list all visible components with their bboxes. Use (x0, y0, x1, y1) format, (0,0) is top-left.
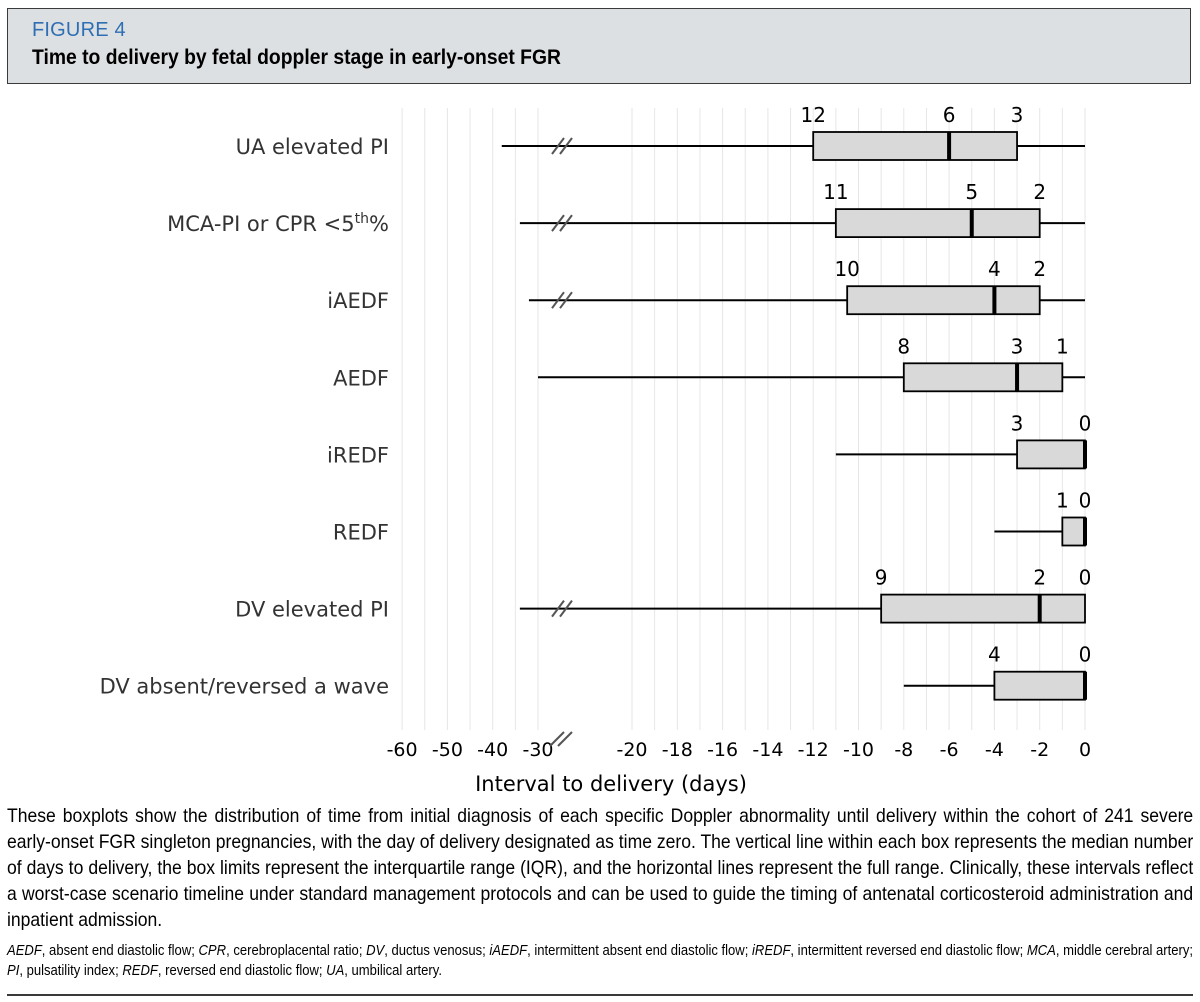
abbrev-definition: , absent end diastolic flow; (41, 943, 199, 959)
abbrev-term: CPR (198, 943, 227, 959)
bottom-rule (7, 994, 1193, 996)
abbrev-definition: , umbilical artery. (344, 963, 442, 979)
figure-caption: These boxplots show the distribution of … (7, 805, 1194, 931)
abbrev-definition: , ductus venosus; (384, 943, 490, 959)
x-tick-label: -50 (432, 739, 463, 761)
iqr-box (812, 131, 1018, 161)
category-label: AEDF (333, 366, 389, 390)
abbrev-term: AEDF (7, 943, 42, 959)
value-label: 8 (897, 334, 910, 358)
abbrev-term: DV (366, 943, 385, 959)
boxplot-row: REDF 1 0 (333, 489, 1092, 547)
value-label: 4 (988, 257, 1001, 281)
x-tick-label: -10 (843, 739, 874, 761)
break-mark (551, 291, 565, 309)
x-tick-label: -12 (798, 739, 829, 761)
boxplot-row: DV absent/reversed a wave 4 0 (100, 643, 1092, 701)
value-label: 3 (1011, 411, 1024, 435)
abbrev-term: UA (326, 963, 345, 979)
value-label: 12 (800, 103, 825, 127)
grid-lines (401, 108, 1086, 730)
abbrev-definition: , intermittent absent end diastolic flow… (527, 943, 752, 959)
abbrev-definition: , cerebroplacental ratio; (226, 943, 367, 959)
iqr-box (880, 593, 1086, 624)
category-label: REDF (333, 521, 389, 545)
x-tick-label: -14 (752, 739, 783, 761)
x-tick-label: -2 (1030, 739, 1049, 761)
x-tick-label: -30 (522, 739, 553, 761)
break-mark (559, 214, 573, 232)
break-mark (559, 137, 573, 155)
x-axis: -60 -50 -40 -30 -20 -18 -16 -14 -12 -10 -8 -6 -4 -2 0 (387, 731, 1091, 761)
abbrev-definition: , intermittent reversed end diastolic fl… (790, 943, 1027, 959)
iqr-box (993, 670, 1086, 701)
category-label: iREDF (327, 443, 389, 467)
abbrev-definition: , middle cerebral artery; (1055, 943, 1193, 959)
iqr-box (902, 362, 1064, 393)
iqr-box (1061, 516, 1086, 547)
category-label: DV absent/reversed a wave (100, 675, 389, 699)
x-tick-label: -40 (477, 739, 508, 761)
abbrev-term: iREDF (751, 943, 791, 959)
value-label: 11 (823, 180, 848, 204)
x-tick-label: -4 (985, 739, 1004, 761)
boxplot-row: iREDF 3 0 (327, 411, 1092, 470)
figure-title: Time to delivery by fetal doppler stage … (32, 46, 561, 69)
value-label: 3 (1011, 334, 1024, 358)
abbrev-term: PI (7, 963, 20, 979)
x-tick-label: -18 (662, 739, 693, 761)
value-label: 2 (1033, 566, 1046, 590)
category-label: MCA-PI or CPR <5th% (167, 211, 389, 236)
abbrev-definition: , reversed end diastolic flow; (157, 963, 327, 979)
figure-label: FIGURE 4 (32, 19, 126, 41)
abbrev-definition: , pulsatility index; (19, 963, 123, 979)
value-label: 0 (1079, 643, 1092, 667)
break-mark (551, 137, 565, 155)
value-label: 1 (1056, 489, 1069, 513)
boxplot-row: AEDF 8 3 1 (333, 334, 1085, 393)
category-label: iAEDF (327, 289, 389, 313)
break-mark (559, 599, 573, 618)
x-tick-label: -20 (616, 739, 647, 761)
value-label: 0 (1079, 566, 1092, 590)
value-label: 0 (1079, 489, 1092, 513)
x-tick-label: -16 (707, 739, 738, 761)
value-label: 0 (1079, 411, 1092, 435)
iqr-box (834, 208, 1041, 239)
figure-header: FIGURE 4 Time to delivery by fetal doppl… (7, 8, 1191, 84)
value-label: 5 (965, 180, 978, 204)
value-label: 4 (988, 643, 1001, 667)
value-label: 1 (1056, 334, 1069, 358)
iqr-box (1016, 439, 1086, 470)
category-label: UA elevated PI (236, 135, 389, 159)
boxplot-row: UA elevated PI 12 6 3 (236, 103, 1085, 161)
value-label: 10 (834, 257, 859, 281)
abbrev-term: REDF (122, 963, 158, 979)
value-label: 9 (875, 566, 888, 590)
abbrev-term: iAEDF (489, 943, 528, 959)
x-tick-label: -6 (940, 739, 959, 761)
boxplot-row: MCA-PI or CPR <5th% 11 5 2 (167, 180, 1085, 239)
abbrev-term: MCA (1026, 943, 1056, 959)
x-tick-label: -60 (387, 739, 418, 761)
x-tick-label: 0 (1079, 739, 1091, 761)
break-mark (551, 214, 565, 232)
iqr-box (846, 285, 1041, 316)
boxplot-row: iAEDF 10 4 2 (327, 257, 1085, 316)
value-label: 2 (1033, 257, 1046, 281)
break-mark (559, 291, 573, 309)
axis-break-mark (557, 731, 573, 747)
value-label: 6 (943, 103, 956, 127)
axis-break-mark (549, 731, 565, 747)
abbreviations: AEDF, absent end diastolic flow; CPR, ce… (7, 941, 1193, 981)
x-axis-label: Interval to delivery (days) (475, 772, 747, 796)
value-label: 2 (1033, 180, 1046, 204)
x-tick-label: -8 (894, 739, 913, 761)
break-mark (551, 599, 565, 618)
boxplot-row: DV elevated PI 9 2 0 (235, 566, 1092, 624)
category-label: DV elevated PI (235, 598, 389, 622)
value-label: 3 (1011, 103, 1024, 127)
